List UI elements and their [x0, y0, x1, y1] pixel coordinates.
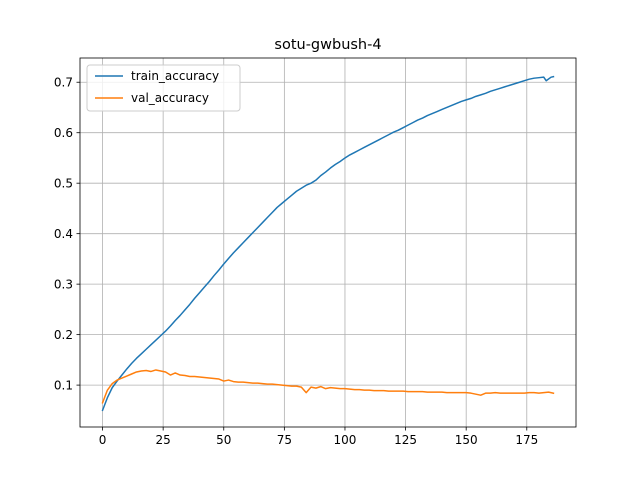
y-tick-label: 0.2 [54, 328, 73, 342]
x-tick-label: 125 [394, 433, 417, 447]
x-tick-label: 50 [216, 433, 231, 447]
legend-box [86, 64, 241, 112]
y-tick-label: 0.3 [54, 277, 73, 291]
series-lines [101, 75, 555, 412]
legend-label-train: train_accuracy [131, 69, 219, 83]
legend: train_accuracy val_accuracy [86, 64, 241, 112]
x-tick-label: 25 [156, 433, 171, 447]
x-tick-label: 0 [99, 433, 107, 447]
chart-title: sotu-gwbush-4 [274, 37, 381, 53]
axis-ticks: 0 25 50 75 100 125 150 175 0.1 0.2 0.3 0.4 0.5 0.6 0.7 [54, 75, 538, 447]
grid [80, 58, 576, 427]
x-tick-label: 175 [515, 433, 538, 447]
y-tick-label: 0.4 [54, 227, 73, 241]
y-tick-label: 0.1 [54, 378, 73, 392]
y-tick-label: 0.6 [54, 126, 73, 140]
series-line-val-accuracy [101, 369, 555, 404]
x-tick-label: 75 [277, 433, 292, 447]
plot-frame [79, 57, 577, 428]
plot-area [80, 58, 576, 427]
y-tick-label: 0.5 [54, 176, 73, 190]
x-tick-label: 100 [334, 433, 357, 447]
x-tick-label: 150 [455, 433, 478, 447]
y-tick-label: 0.7 [54, 75, 73, 89]
series-line-train-accuracy [101, 75, 555, 412]
legend-label-val: val_accuracy [131, 91, 209, 105]
